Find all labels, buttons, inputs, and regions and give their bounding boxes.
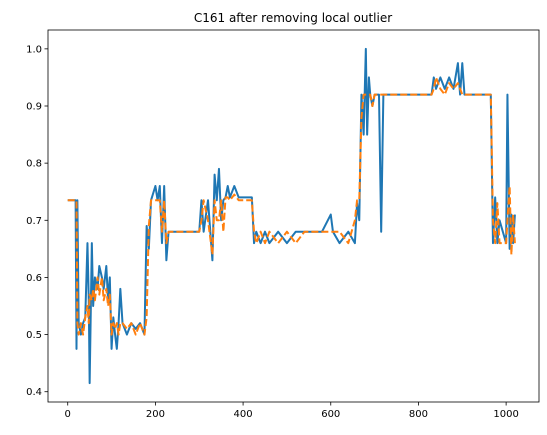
- plot-frame: [47, 29, 540, 403]
- x-tick-label: 1000: [493, 409, 518, 420]
- line-series: [67, 47, 516, 385]
- y-tick-label: 0.4: [26, 387, 42, 398]
- chart-title: C161 after removing local outlier: [194, 11, 392, 25]
- x-tick-label: 600: [321, 409, 340, 420]
- x-tick-label: 200: [146, 409, 165, 420]
- x-tick-label: 400: [234, 409, 253, 420]
- x-tick-label: 800: [409, 409, 428, 420]
- x-tick-label: 0: [65, 409, 71, 420]
- y-tick-label: 0.7: [26, 216, 42, 227]
- y-tick-label: 0.6: [26, 273, 42, 284]
- y-tick-label: 0.5: [26, 330, 42, 341]
- y-tick-label: 1.0: [26, 44, 42, 55]
- line-series: [67, 76, 516, 336]
- y-tick-label: 0.8: [26, 159, 42, 170]
- y-tick-label: 0.9: [26, 102, 42, 113]
